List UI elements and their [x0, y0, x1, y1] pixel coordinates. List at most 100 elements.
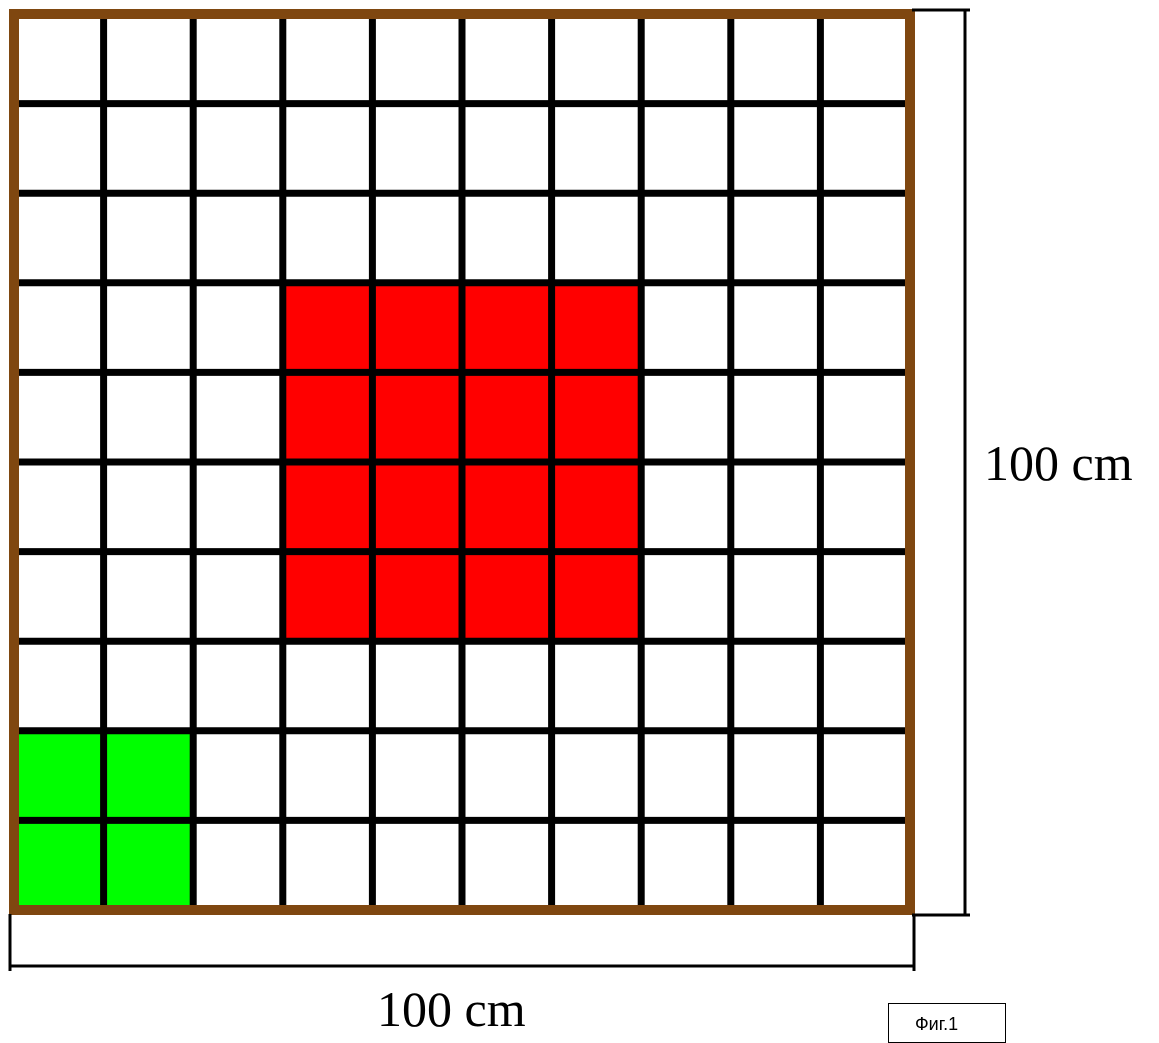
grid-cell: [193, 820, 283, 910]
grid-cell: [820, 551, 910, 642]
grid-cell: [641, 103, 731, 194]
grid-cell: [372, 641, 462, 731]
grid-cell: [372, 193, 462, 283]
grid-cell: [551, 103, 642, 194]
grid-cell: [372, 103, 462, 194]
red-region-cell: [551, 551, 642, 642]
grid-cell: [282, 103, 373, 194]
grid-cell: [641, 193, 731, 283]
grid-cell: [103, 372, 194, 462]
grid-cell: [103, 193, 194, 283]
grid-outer-frame: [9, 9, 915, 915]
grid-cell: [193, 193, 283, 283]
grid-cell: [730, 103, 821, 194]
grid-cell: [193, 103, 283, 194]
grid-cell: [193, 14, 283, 104]
height-dimension-label: 100 cm: [984, 435, 1133, 491]
grid-cell: [372, 730, 462, 821]
grid-cell: [730, 820, 821, 910]
dimension-lines: [8, 8, 970, 971]
grid-cell: [14, 372, 104, 462]
grid-cell: [282, 193, 373, 283]
red-region-cell: [282, 551, 373, 642]
green-region-cell: [103, 730, 194, 821]
grid-cell: [193, 641, 283, 731]
grid-cell: [103, 14, 194, 104]
grid-cell: [462, 820, 552, 910]
red-region-cell: [462, 462, 552, 552]
grid-cell: [462, 193, 552, 283]
grid-cell: [820, 372, 910, 462]
grid-cell: [462, 14, 552, 104]
grid-cell: [551, 14, 642, 104]
grid-cell: [730, 14, 821, 104]
red-region-cell: [551, 462, 642, 552]
grid-cell: [730, 551, 821, 642]
grid-cell: [641, 14, 731, 104]
red-region-cell: [372, 551, 462, 642]
grid-cell: [14, 103, 104, 194]
green-region-cell: [14, 730, 104, 821]
red-region-cell: [282, 372, 373, 462]
grid-cell: [462, 103, 552, 194]
figure-caption: Фиг.1: [888, 1003, 1006, 1043]
grid-cell: [462, 641, 552, 731]
red-region-cell: [462, 551, 552, 642]
grid-cell: [282, 820, 373, 910]
grid-cell: [730, 193, 821, 283]
grid-cell: [282, 14, 373, 104]
grid-cell: [282, 730, 373, 821]
grid-cell: [103, 282, 194, 373]
green-region-cell: [14, 820, 104, 910]
grid-cell: [14, 14, 104, 104]
red-region-cell: [372, 462, 462, 552]
grid-cell: [730, 282, 821, 373]
grid-cell: [820, 103, 910, 194]
grid-cell: [730, 462, 821, 552]
grid-cell: [820, 820, 910, 910]
grid-cell: [730, 641, 821, 731]
grid-cell: [641, 551, 731, 642]
grid-cell: [193, 372, 283, 462]
grid-cell: [14, 551, 104, 642]
grid-cell: [282, 641, 373, 731]
width-dimension-label: 100 cm: [377, 981, 526, 1037]
grid-cell: [820, 462, 910, 552]
grid-cell: [641, 820, 731, 910]
grid-cell: [372, 14, 462, 104]
grid-cell: [820, 282, 910, 373]
grid-cell: [193, 282, 283, 373]
grid-cell: [641, 462, 731, 552]
grid-cell: [372, 820, 462, 910]
grid-cell: [103, 551, 194, 642]
grid-cell: [193, 551, 283, 642]
grid-cell: [820, 14, 910, 104]
grid-cell: [641, 372, 731, 462]
grid-cell: [103, 641, 194, 731]
grid-cell: [641, 730, 731, 821]
grid-cell: [820, 193, 910, 283]
red-region-cell: [462, 372, 552, 462]
grid-cell: [14, 641, 104, 731]
red-region-cell: [462, 282, 552, 373]
grid-cell: [641, 282, 731, 373]
grid-cell: [551, 641, 642, 731]
green-region-cell: [103, 820, 194, 910]
grid-cell: [730, 372, 821, 462]
grid-cell: [103, 462, 194, 552]
red-region-cell: [282, 462, 373, 552]
grid-cell: [14, 462, 104, 552]
grid-cell: [193, 462, 283, 552]
grid-cell: [462, 730, 552, 821]
grid-cell: [820, 730, 910, 821]
red-region-cell: [551, 372, 642, 462]
grid-cell: [730, 730, 821, 821]
grid-cell: [551, 820, 642, 910]
grid-cell: [820, 641, 910, 731]
red-region-cell: [372, 372, 462, 462]
grid-cell: [14, 193, 104, 283]
grid-cell: [103, 103, 194, 194]
grid-cell: [193, 730, 283, 821]
grid-cell: [551, 730, 642, 821]
